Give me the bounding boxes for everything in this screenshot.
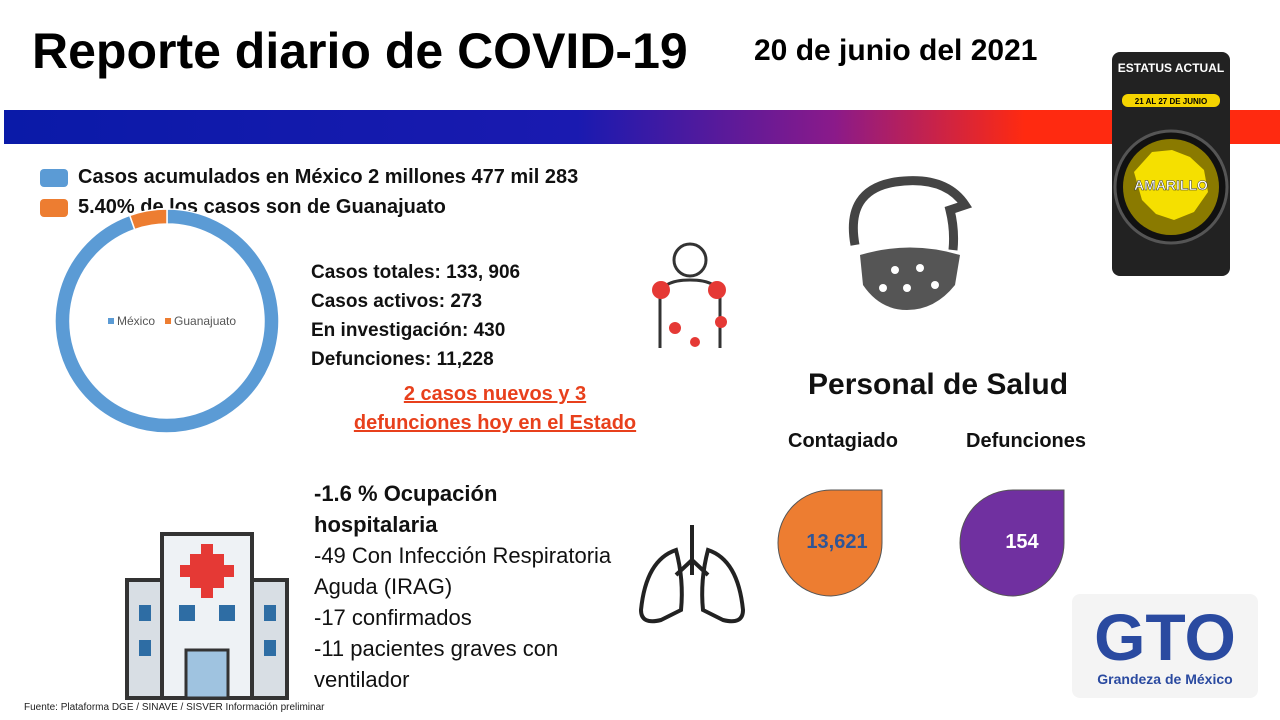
logo-tagline: Grandeza de México <box>1097 671 1232 687</box>
status-badge: ESTATUS ACTUAL 21 AL 27 DE JUNIO AMARILL… <box>1112 0 1230 276</box>
hospital-line: -17 confirmados <box>314 605 472 630</box>
news-line: defunciones hoy en el Estado <box>353 412 637 434</box>
mask-icon <box>848 176 973 310</box>
symptoms-icon <box>652 242 727 348</box>
stat-line: Defunciones: 11,228 <box>311 349 494 370</box>
summary-item: Casos acumulados en México 2 millones 47… <box>40 166 578 189</box>
badge-art: ESTATUS ACTUAL 21 AL 27 DE JUNIO AMARILL… <box>1113 0 1229 245</box>
hospital-info: -1.6 % Ocupación hospitalaria -49 Con Inf… <box>314 478 614 695</box>
summary-text: Casos acumulados en México 2 millones 47… <box>78 166 579 188</box>
news-line: 2 casos nuevos y 3 <box>403 383 587 405</box>
status-label: ESTATUS ACTUAL <box>1118 61 1224 75</box>
status-color: AMARILLO <box>1134 177 1208 193</box>
hospital-line: -1.6 % Ocupación hospitalaria <box>314 481 498 537</box>
title: Reporte diario de COVID-19 <box>32 23 688 79</box>
date: 20 de junio del 2021 <box>754 34 1038 67</box>
stat-line: En investigación: 430 <box>311 320 506 341</box>
header-band <box>4 110 1280 144</box>
news: 2 casos nuevos y 3 defunciones hoy en el … <box>330 380 660 438</box>
donut-slice <box>54 208 280 434</box>
donut-slice <box>128 208 168 231</box>
staff-title: Personal de Salud <box>808 368 1069 401</box>
logo-mark: GTO <box>1094 600 1236 674</box>
staff-infected-value: 13,621 <box>806 531 867 553</box>
legend-label: México <box>117 314 155 328</box>
legend-swatch <box>165 318 172 324</box>
staff-shapes: 13,621 154 <box>777 489 1065 597</box>
logo: GTO Grandeza de México <box>1072 594 1258 698</box>
staff-deaths-label: Defunciones <box>966 430 1087 452</box>
hospital-icon <box>125 532 289 700</box>
footnote: Fuente: Plataforma DGE / SINAVE / SISVER… <box>24 702 325 713</box>
legend-swatch <box>108 318 114 324</box>
hospital-line: -11 pacientes graves con ventilador <box>314 636 559 692</box>
staff-deaths-value: 154 <box>1005 531 1039 553</box>
lungs-icon <box>638 525 746 624</box>
stat-line: Casos activos: 273 <box>311 291 483 312</box>
donut-chart: México Guanajuato <box>54 208 280 434</box>
legend-label: Guanajuato <box>174 314 236 328</box>
staff-infected-label: Contagiado <box>788 430 898 452</box>
status-dates: 21 AL 27 DE JUNIO <box>1135 97 1207 106</box>
stat-line: Casos totales: 133, 906 <box>311 262 521 283</box>
hospital-line: -49 Con Infección Respiratoria Aguda (IR… <box>314 543 612 599</box>
stats: Casos totales: 133, 906 Casos activos: 27… <box>311 258 520 374</box>
